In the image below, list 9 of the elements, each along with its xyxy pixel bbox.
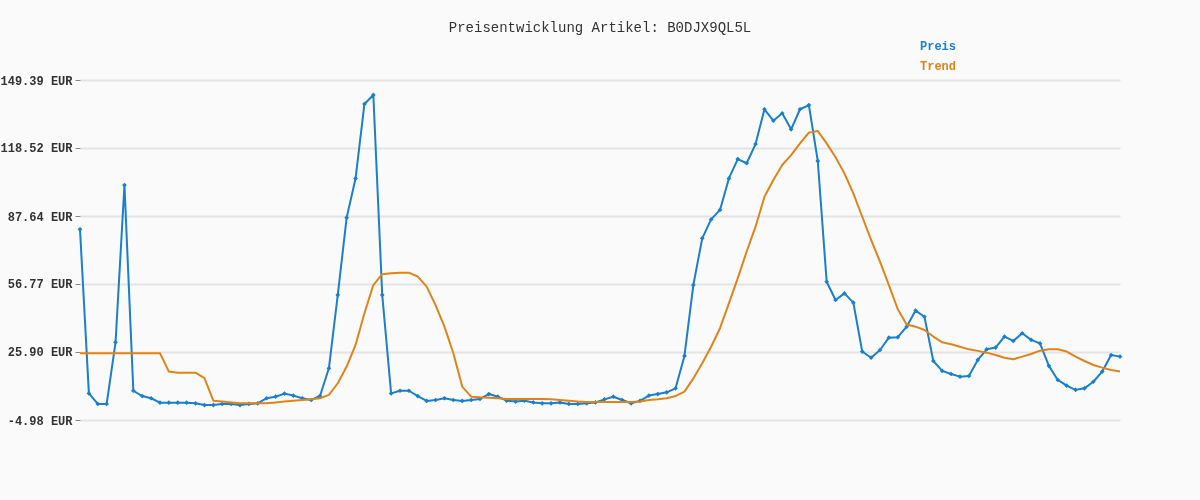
text: Preis: [920, 40, 957, 54]
chart-title: Preisentwicklung Artikel: B0DJX9QL5L: [448, 20, 752, 36]
text: Trend: [920, 60, 957, 74]
y-tick-label: 87.64 EUR: [7, 210, 74, 225]
y-tick-label: 149.39 EUR: [0, 74, 74, 89]
y-tick-label: 25.90 EUR: [7, 346, 74, 361]
y-tick-label: 118.52 EUR: [0, 142, 74, 157]
y-tick-label: 56.77 EUR: [7, 278, 74, 293]
y-tick-label: -4.98 EUR: [7, 414, 74, 429]
